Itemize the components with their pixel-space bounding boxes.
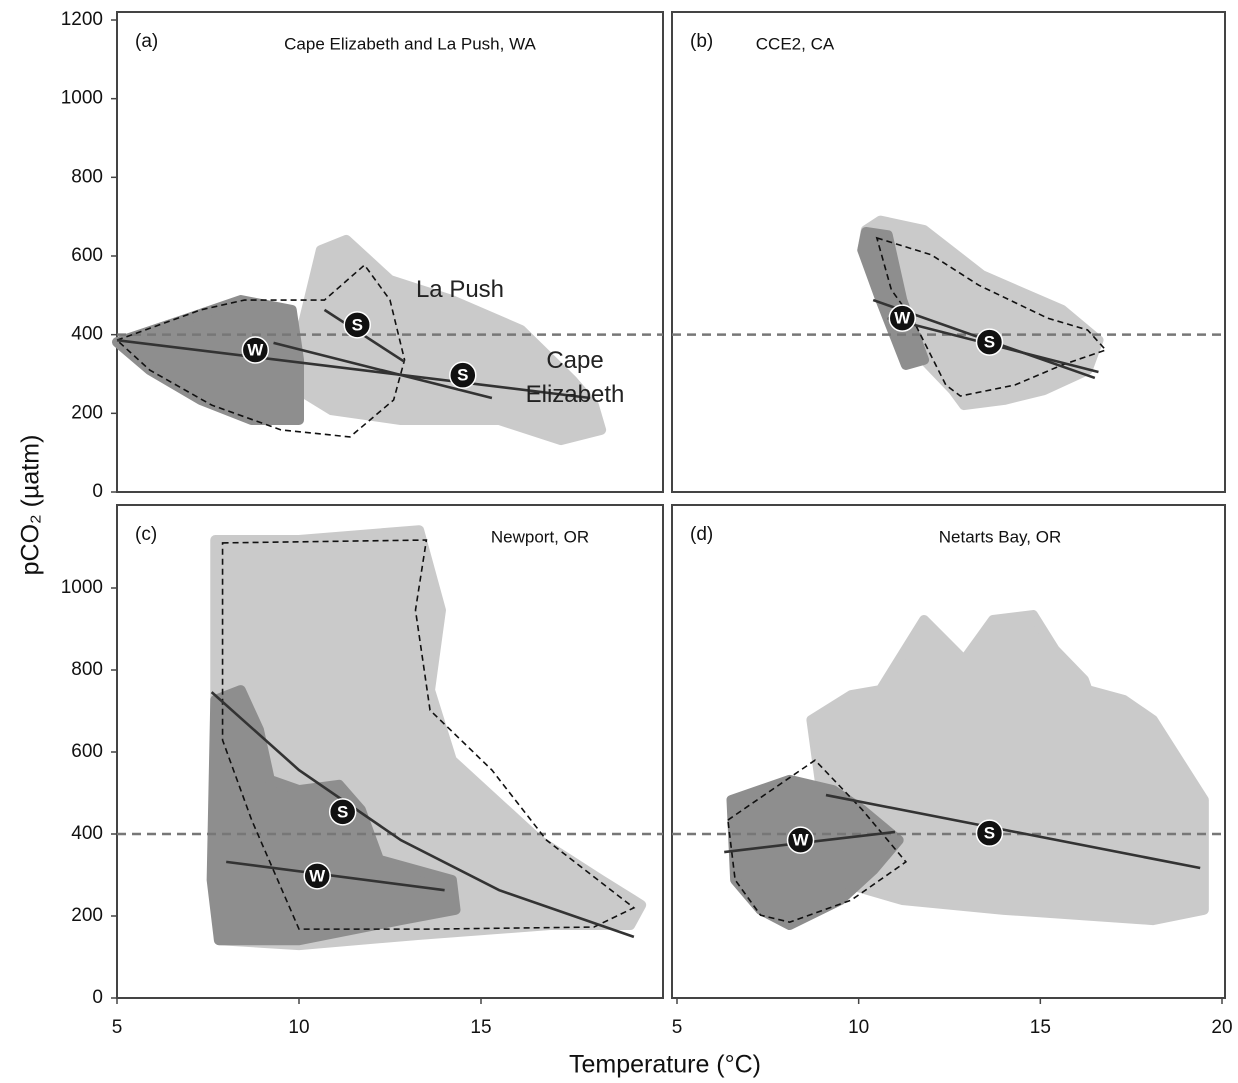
x-tick-label: 5 bbox=[672, 1017, 683, 1038]
region-outline bbox=[115, 263, 406, 438]
x-tick-label: 5 bbox=[112, 1017, 123, 1038]
x-tick-label: 20 bbox=[1211, 1017, 1232, 1038]
region-outline bbox=[727, 759, 908, 923]
y-tick-label: 800 bbox=[71, 166, 103, 187]
fit-line bbox=[210, 691, 635, 939]
y-tick-label: 200 bbox=[71, 905, 103, 926]
y-tick-label: 1200 bbox=[61, 9, 103, 30]
season-marker bbox=[975, 819, 1004, 847]
x-tick-label: 10 bbox=[848, 1017, 869, 1038]
season-marker bbox=[343, 311, 371, 339]
panel-title: Newport, OR bbox=[491, 527, 589, 546]
season-label: S bbox=[352, 315, 363, 334]
panel-label: (d) bbox=[690, 524, 713, 545]
data-cloud bbox=[726, 774, 904, 931]
fit-line bbox=[273, 341, 493, 400]
y-tick-label: 1000 bbox=[61, 577, 103, 598]
season-marker bbox=[303, 862, 331, 890]
y-tick-label: 0 bbox=[92, 481, 103, 502]
annotation: Cape Elizabeth bbox=[525, 347, 625, 408]
season-label: S bbox=[457, 366, 468, 385]
panel-label: (b) bbox=[690, 31, 713, 52]
season-marker bbox=[975, 328, 1004, 356]
data-cloud bbox=[857, 227, 930, 370]
season-label: W bbox=[793, 831, 810, 850]
panel-title: Cape Elizabeth and La Push, WA bbox=[284, 34, 536, 53]
fit-line bbox=[116, 338, 591, 400]
season-label: S bbox=[337, 802, 348, 821]
season-label: W bbox=[894, 309, 911, 328]
annotation-text: La Push bbox=[415, 276, 505, 303]
x-tick-label: 15 bbox=[470, 1017, 491, 1038]
panel-label: (a) bbox=[135, 31, 158, 52]
season-marker bbox=[449, 361, 477, 389]
y-tick-label: 600 bbox=[71, 741, 103, 762]
y-tick-label: 600 bbox=[71, 245, 103, 266]
panel-frame bbox=[116, 11, 664, 493]
season-label: S bbox=[984, 824, 995, 843]
season-label: W bbox=[247, 340, 264, 359]
x-axis-label: Temperature (°C) bbox=[569, 1051, 761, 1079]
y-axis-label: pCO₂ (µatm) bbox=[17, 435, 45, 576]
season-marker bbox=[888, 304, 917, 332]
y-tick-label: 800 bbox=[71, 659, 103, 680]
x-tick-label: 15 bbox=[1030, 1017, 1051, 1038]
x-tick-label: 10 bbox=[288, 1017, 309, 1038]
panel-frame bbox=[671, 504, 1226, 999]
fit-line bbox=[226, 860, 445, 892]
y-tick-label: 400 bbox=[71, 823, 103, 844]
panel-frame bbox=[671, 11, 1226, 493]
y-tick-label: 0 bbox=[92, 987, 103, 1008]
fit-line bbox=[825, 793, 1201, 870]
season-marker bbox=[328, 798, 357, 826]
annotation-text: Cape Elizabeth bbox=[525, 347, 625, 408]
panel-title: Netarts Bay, OR bbox=[939, 527, 1062, 546]
season-marker bbox=[786, 826, 815, 854]
y-tick-label: 1000 bbox=[61, 88, 103, 109]
annotation: La Push bbox=[415, 276, 505, 303]
season-marker bbox=[241, 336, 270, 364]
season-label: S bbox=[984, 333, 995, 352]
season-label: W bbox=[309, 866, 326, 885]
region-outline bbox=[221, 539, 636, 930]
y-tick-label: 400 bbox=[71, 324, 103, 345]
panel-label: (c) bbox=[135, 524, 157, 545]
data-cloud bbox=[806, 610, 1209, 926]
y-tick-label: 200 bbox=[71, 402, 103, 423]
panel-title: CCE2, CA bbox=[756, 34, 835, 53]
